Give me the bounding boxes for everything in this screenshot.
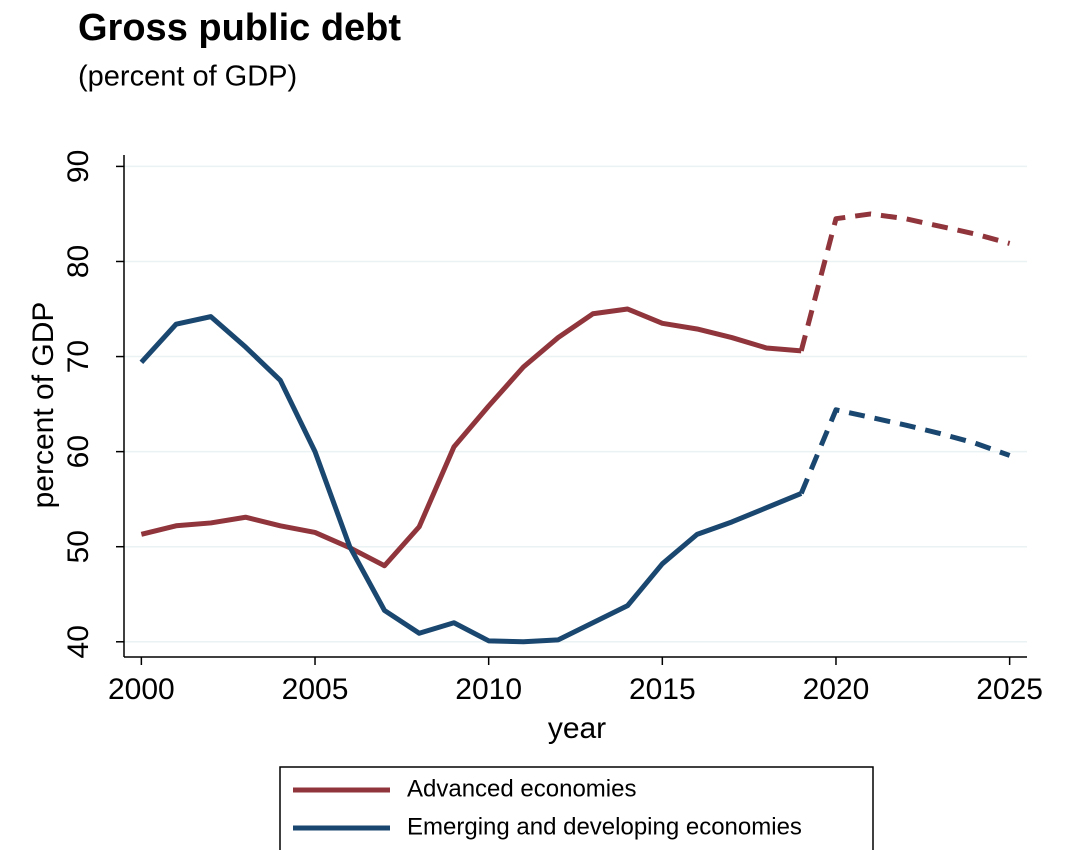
y-tick-label: 90 [62, 150, 95, 183]
y-tick-label: 60 [62, 435, 95, 468]
x-tick-label: 2005 [282, 673, 349, 706]
projection-line [798, 211, 1011, 352]
chart-title: Gross public debt [78, 7, 401, 49]
y-tick-label: 40 [62, 625, 95, 658]
y-tick-label: 70 [62, 340, 95, 373]
y-tick-label: 80 [62, 245, 95, 278]
legend-box [279, 766, 874, 850]
series-line [140, 306, 802, 569]
x-tick-label: 2010 [455, 673, 522, 706]
x-axis-label: year [548, 712, 606, 745]
chart-subtitle: (percent of GDP) [78, 61, 297, 93]
projection-line [798, 407, 1011, 495]
x-tick-label: 2015 [629, 673, 696, 706]
x-tick-label: 2025 [976, 673, 1043, 706]
y-tick-label: 50 [62, 530, 95, 563]
series-line [139, 314, 803, 645]
legend-label: Advanced economies [407, 775, 636, 802]
y-axis-label: percent of GDP [27, 302, 60, 509]
x-tick-label: 2020 [803, 673, 870, 706]
x-tick-label: 2000 [108, 673, 175, 706]
legend-label: Emerging and developing economies [407, 813, 802, 840]
